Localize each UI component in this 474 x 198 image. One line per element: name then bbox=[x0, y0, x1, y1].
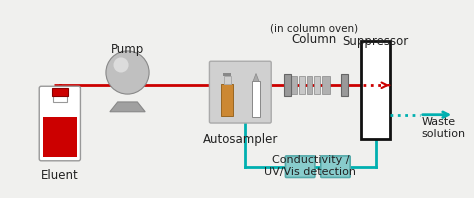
Bar bbox=[221, 84, 234, 116]
Bar bbox=[224, 76, 230, 84]
Polygon shape bbox=[110, 102, 145, 112]
Bar bbox=[341, 74, 348, 96]
Text: Pump: Pump bbox=[111, 43, 144, 56]
Circle shape bbox=[106, 51, 149, 94]
Text: Autosampler: Autosampler bbox=[202, 133, 278, 146]
Text: Waste
solution: Waste solution bbox=[422, 117, 466, 139]
Bar bbox=[43, 117, 76, 157]
Bar bbox=[299, 76, 305, 94]
Bar bbox=[52, 88, 68, 96]
Bar bbox=[314, 76, 320, 94]
Text: Suppressor: Suppressor bbox=[343, 35, 409, 48]
Circle shape bbox=[113, 57, 128, 72]
FancyBboxPatch shape bbox=[321, 156, 350, 177]
Text: Column: Column bbox=[292, 33, 337, 46]
Text: (in column oven): (in column oven) bbox=[270, 24, 358, 33]
Bar bbox=[361, 41, 391, 139]
FancyBboxPatch shape bbox=[285, 156, 315, 177]
Bar bbox=[223, 72, 231, 76]
Bar bbox=[322, 76, 329, 94]
Bar bbox=[53, 88, 67, 102]
Bar bbox=[289, 76, 297, 94]
Text: Eluent: Eluent bbox=[41, 169, 79, 182]
FancyBboxPatch shape bbox=[210, 61, 271, 123]
FancyBboxPatch shape bbox=[39, 86, 81, 161]
Text: Conductivity /
UV/Vis detection: Conductivity / UV/Vis detection bbox=[264, 155, 356, 177]
Polygon shape bbox=[253, 73, 259, 81]
Bar bbox=[307, 76, 312, 94]
Bar bbox=[284, 74, 292, 96]
Bar bbox=[252, 81, 260, 117]
